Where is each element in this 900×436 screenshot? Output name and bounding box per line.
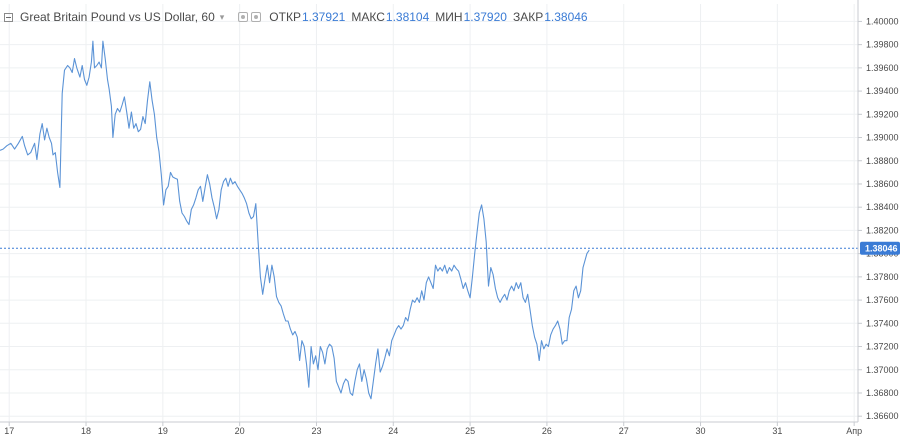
time-axis[interactable]: 17 18 19 20 23 24 25 26 27 30 31 Апр	[4, 422, 862, 436]
x-tick-label: 18	[81, 426, 91, 436]
y-tick-label: 1.39800	[866, 40, 899, 50]
y-tick-label: 1.37400	[866, 318, 899, 328]
last-price-tag: 1.38046	[860, 241, 900, 255]
last-price-tag-background	[860, 241, 900, 255]
x-tick-label: 23	[311, 426, 321, 436]
y-tick-label: 1.37000	[866, 365, 899, 375]
y-tick-label: 1.38200	[866, 225, 899, 235]
y-tick-label: 1.39400	[866, 86, 899, 96]
low-label: МИН	[435, 10, 463, 24]
x-tick-label: 24	[388, 426, 398, 436]
price-series-line	[0, 40, 590, 400]
y-tick-label: 1.39200	[866, 109, 899, 119]
x-tick-label: 17	[4, 426, 14, 436]
y-tick-label: 1.38600	[866, 179, 899, 189]
symbol-title: Great Britain Pound vs US Dollar, 60	[20, 10, 215, 24]
close-value: 1.38046	[544, 10, 588, 24]
y-tick-label: 1.39600	[866, 63, 899, 73]
x-tick-label: 26	[542, 426, 552, 436]
last-price-tag-text: 1.38046	[865, 243, 898, 253]
price-axis[interactable]: 1.40000 1.39800 1.39600 1.39400 1.39200 1.390…	[858, 16, 899, 421]
x-tick-label: 25	[465, 426, 475, 436]
low-value: 1.37920	[463, 10, 507, 24]
y-tick-label: 1.39000	[866, 133, 899, 143]
open-label: ОТКР	[269, 10, 301, 24]
visibility-toggle-icon[interactable]	[238, 12, 249, 22]
y-tick-label: 1.37200	[866, 342, 899, 352]
y-tick-label: 1.37800	[866, 272, 899, 282]
y-tick-label: 1.40000	[866, 16, 899, 26]
close-label: ЗАКР	[512, 10, 544, 24]
collapse-legend-icon[interactable]	[4, 12, 13, 22]
open-value: 1.37921	[301, 10, 346, 24]
chart-legend: Great Britain Pound vs US Dollar, 60 ▾ О…	[4, 8, 588, 26]
y-tick-label: 1.38800	[866, 156, 899, 166]
x-tick-label: 27	[619, 426, 629, 436]
x-tick-label: 30	[696, 426, 706, 436]
y-tick-label: 1.36600	[866, 411, 899, 421]
y-tick-label: 1.38400	[866, 202, 899, 212]
grid-lines	[0, 4, 858, 422]
x-tick-label: 20	[235, 426, 245, 436]
x-tick-label: 31	[772, 426, 782, 436]
high-label: МАКС	[351, 10, 385, 24]
y-tick-label: 1.36800	[866, 388, 899, 398]
settings-icon[interactable]	[251, 12, 262, 22]
high-value: 1.38104	[385, 10, 430, 24]
x-tick-label: Апр	[846, 426, 862, 436]
caret-down-icon[interactable]: ▾	[219, 11, 225, 22]
y-tick-label: 1.37600	[866, 295, 899, 305]
x-tick-label: 19	[158, 426, 168, 436]
